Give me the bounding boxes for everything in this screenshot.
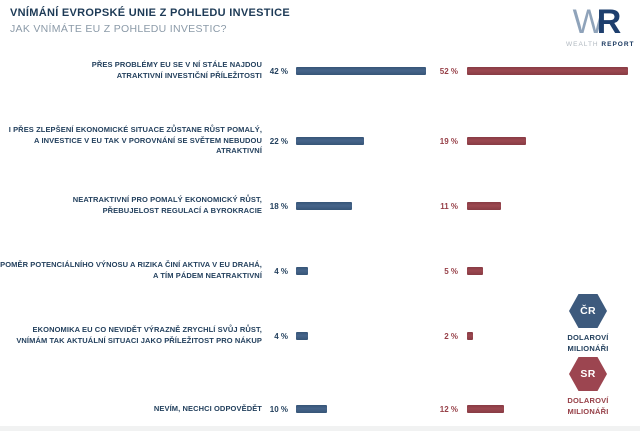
bar-track (467, 137, 640, 145)
bar-cr (296, 67, 427, 75)
bar-sr (467, 202, 502, 210)
chart-row: I PŘES ZLEPŠENÍ EKONOMICKÉ SITUACE ZŮSTA… (0, 124, 640, 156)
chart-row: NEVÍM, NECHCI ODPOVĚDĚT 10 % 12 % (0, 394, 640, 424)
page-subtitle: JAK VNÍMÁTE EU Z POHLEDU INVESTIC? (10, 23, 227, 35)
bar-sr (467, 67, 629, 75)
bar-cr (296, 332, 309, 340)
logo-letter-r: R (596, 3, 622, 41)
bar-track (467, 67, 640, 75)
value-label: 5 % (444, 266, 458, 276)
value-label: 4 % (274, 331, 288, 341)
category-label: EKONOMIKA EU CO NEVIDĚT VÝRAZNĚ ZRYCHLÍ … (16, 325, 262, 345)
bar-track (296, 267, 436, 275)
bar-sr (467, 137, 526, 145)
value-label: 4 % (274, 266, 288, 276)
bottom-divider (0, 426, 640, 431)
category-label: NEVÍM, NECHCI ODPOVĚDĚT (153, 403, 262, 413)
logo-monogram: WR (566, 4, 628, 40)
bar-track (296, 405, 436, 413)
category-label: NEATRAKTIVNÍ PRO POMALÝ EKONOMICKÝ RŮST,… (72, 195, 262, 215)
bar-cr (296, 137, 365, 145)
category-label: PŘES PROBLÉMY EU SE V NÍ STÁLE NAJDOU ATR… (91, 60, 262, 80)
cr-hexagon-badge: ČR (569, 294, 607, 328)
legend-sr: SR DOLAROVÍ MILIONÁŘI (553, 357, 623, 417)
value-label: 12 % (439, 404, 458, 414)
bar-track (296, 67, 436, 75)
value-label: 10 % (269, 404, 288, 414)
bar-track (296, 202, 436, 210)
value-label: 11 % (440, 201, 458, 211)
bar-sr (467, 405, 505, 413)
bar-track (467, 267, 640, 275)
bar-cr (296, 267, 309, 275)
value-label: 19 % (439, 136, 458, 146)
bar-track (296, 332, 436, 340)
logo-wordmark: WEALTH REPORT (566, 41, 635, 48)
cr-legend-label: DOLAROVÍ MILIONÁŘI (567, 333, 609, 353)
category-label: POMĚR POTENCIÁLNÍHO VÝNOSU A RIZIKA ČINÍ… (0, 260, 262, 280)
bar-sr (467, 267, 483, 275)
bar-track (296, 137, 436, 145)
bar-cr (296, 202, 352, 210)
bar-track (467, 332, 640, 340)
chart-row: NEATRAKTIVNÍ PRO POMALÝ EKONOMICKÝ RŮST,… (0, 191, 640, 221)
category-label: I PŘES ZLEPŠENÍ EKONOMICKÉ SITUACE ZŮSTA… (8, 124, 262, 156)
bar-cr (296, 405, 327, 413)
chart-row: EKONOMIKA EU CO NEVIDĚT VÝRAZNĚ ZRYCHLÍ … (0, 321, 640, 351)
page-title: VNÍMÁNÍ EVROPSKÉ UNIE Z POHLEDU INVESTIC… (10, 7, 291, 19)
chart-row: PŘES PROBLÉMY EU SE V NÍ STÁLE NAJDOU ATR… (0, 56, 640, 86)
bar-track (467, 405, 640, 413)
chart-row: POMĚR POTENCIÁLNÍHO VÝNOSU A RIZIKA ČINÍ… (0, 256, 640, 286)
legend-cr: ČR DOLAROVÍ MILIONÁŘI (553, 294, 623, 354)
value-label: 42 % (269, 66, 288, 76)
value-label: 2 % (444, 331, 458, 341)
logo-letter-w: W (572, 3, 605, 41)
bar-track (467, 202, 640, 210)
bar-sr (467, 332, 474, 340)
sr-legend-label: DOLAROVÍ MILIONÁŘI (567, 396, 609, 416)
wealth-report-logo: WR WEALTH REPORT (566, 4, 635, 48)
value-label: 22 % (269, 136, 288, 146)
value-label: 52 % (439, 66, 458, 76)
value-label: 18 % (269, 201, 288, 211)
sr-hexagon-badge: SR (569, 357, 607, 391)
